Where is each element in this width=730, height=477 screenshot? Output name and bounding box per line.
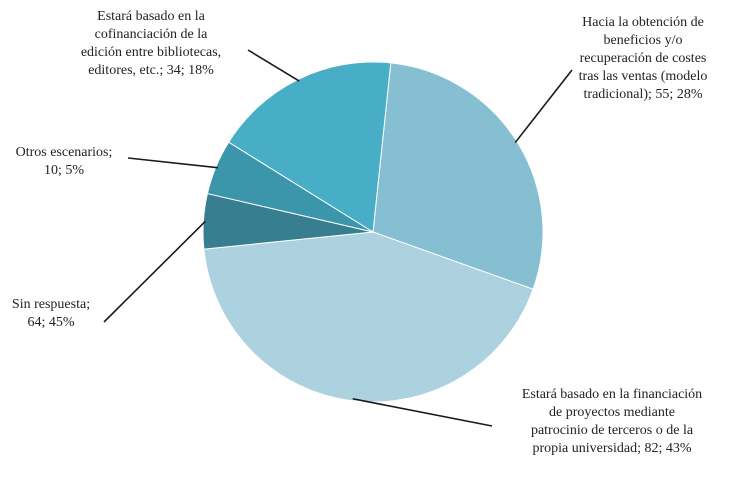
leader-line-otros xyxy=(127,157,218,169)
slice-cofinanciacion xyxy=(228,61,392,233)
label-sin-respuesta: Sin respuesta; 64; 45% xyxy=(11,297,91,330)
leader-line-cofinanciacion xyxy=(247,49,300,82)
slice-financiacion-proyectos xyxy=(203,231,534,403)
leader-line-sin-respuesta xyxy=(103,220,206,323)
leader-line-financiacion xyxy=(352,397,493,427)
leader-line-obtencion xyxy=(514,69,573,144)
label-cofinanciacion: Estará basado en la cofinanciación de la… xyxy=(80,9,222,78)
label-otros-escenarios: Otros escenarios; 10; 5% xyxy=(15,145,113,178)
label-hacia-la-obtencion: Hacia la obtención de beneficios y/o rec… xyxy=(578,15,708,102)
label-financiacion-proyectos: Estará basado en la financiación de proy… xyxy=(521,387,703,456)
